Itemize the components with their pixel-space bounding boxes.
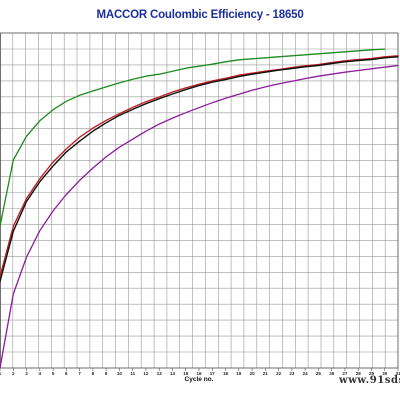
- series-line-3: [0, 56, 399, 283]
- series-line-4: [0, 64, 399, 369]
- x-tick-label: 16: [196, 371, 202, 376]
- x-tick-label: 31: [395, 371, 400, 376]
- x-tick-label: 15: [183, 371, 189, 376]
- x-tick-label: 30: [382, 371, 388, 376]
- x-tick-label: 21: [263, 371, 269, 376]
- x-tick-label: 8: [92, 371, 95, 376]
- x-tick-label: 26: [329, 371, 335, 376]
- watermark-text: www.91sdsb: [339, 375, 400, 389]
- x-tick-label: 19: [236, 371, 242, 376]
- x-tick-label: 3: [25, 371, 28, 376]
- x-tick-label: 23: [289, 371, 295, 376]
- x-tick-label: 24: [303, 371, 309, 376]
- series-line-1: [0, 48, 386, 227]
- x-tick-label: 18: [223, 371, 229, 376]
- x-tick-label: 29: [369, 371, 375, 376]
- x-tick-label: 27: [342, 371, 348, 376]
- x-tick-label: 22: [276, 371, 282, 376]
- x-tick-label: 25: [316, 371, 322, 376]
- x-tick-label: 9: [105, 371, 108, 376]
- x-tick-label: 2: [12, 371, 15, 376]
- x-axis-label: Cycle no.: [185, 376, 214, 383]
- x-tick-label: 5: [52, 371, 55, 376]
- x-tick-label: 12: [143, 371, 149, 376]
- x-tick-label: 11: [130, 371, 135, 376]
- x-tick-label: 4: [39, 371, 42, 376]
- x-tick-label: 10: [117, 371, 123, 376]
- x-tick-label: 13: [157, 371, 163, 376]
- x-tick-label: 20: [250, 371, 256, 376]
- x-tick-label: 7: [78, 371, 81, 376]
- x-tick-label: 14: [170, 371, 176, 376]
- x-tick-label: 1: [0, 371, 2, 376]
- x-tick-label: 28: [356, 371, 362, 376]
- series-line-2: [0, 55, 399, 278]
- plot-border: [0, 32, 399, 369]
- x-tick-label: 17: [210, 371, 216, 376]
- chart-title: MACCOR Coulombic Efficiency - 18650: [96, 9, 304, 21]
- x-tick-label: 6: [65, 371, 68, 376]
